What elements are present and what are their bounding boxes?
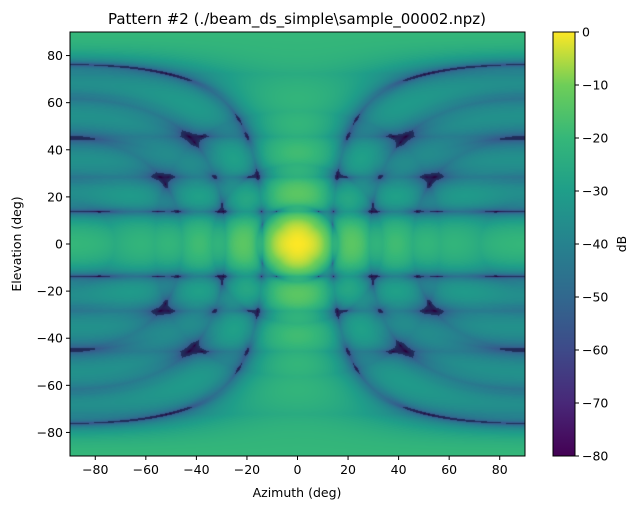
- colorbar-tick-label: −40: [582, 237, 608, 252]
- colorbar-tick-label: −60: [582, 343, 608, 358]
- y-tick-label: 20: [47, 189, 63, 204]
- heatmap-image: [70, 32, 525, 456]
- y-axis-label: Elevation (deg): [9, 196, 24, 291]
- x-tick-label: −80: [82, 462, 108, 477]
- colorbar-tick-label: −50: [582, 290, 608, 305]
- chart-title: Pattern #2 (./beam_ds_simple\sample_0000…: [108, 10, 486, 29]
- colorbar-gradient: [552, 31, 576, 457]
- y-tick-label: −40: [37, 331, 63, 346]
- colorbar-tick-label: −70: [582, 396, 608, 411]
- x-tick-label: −20: [234, 462, 260, 477]
- x-axis-ticks: −80 −60 −40 −20 0 20 40 60 80: [82, 456, 508, 477]
- y-tick-label: 0: [55, 237, 63, 252]
- x-tick-label: 20: [340, 462, 356, 477]
- y-tick-label: −60: [37, 378, 63, 393]
- y-tick-label: −20: [37, 284, 63, 299]
- colorbar-ticks: 0 −10 −20 −30 −40 −50 −60 −70 −80: [575, 25, 608, 464]
- colorbar-tick-label: −30: [582, 184, 608, 199]
- x-axis-label: Azimuth (deg): [253, 485, 342, 500]
- x-tick-label: −40: [183, 462, 209, 477]
- colorbar-tick-label: −80: [582, 449, 608, 464]
- x-tick-label: 40: [391, 462, 407, 477]
- colorbar-tick-label: 0: [582, 25, 590, 40]
- y-tick-label: −80: [37, 425, 63, 440]
- y-tick-label: 80: [47, 48, 63, 63]
- x-tick-label: −60: [133, 462, 159, 477]
- colorbar-label: dB: [614, 236, 629, 253]
- y-tick-label: 60: [47, 95, 63, 110]
- y-tick-label: 40: [47, 142, 63, 157]
- x-tick-label: 60: [441, 462, 457, 477]
- colorbar-tick-label: −10: [582, 78, 608, 93]
- plot-area: [69, 31, 526, 457]
- x-tick-label: 0: [294, 462, 302, 477]
- colorbar: 0 −10 −20 −30 −40 −50 −60 −70 −80 dB: [552, 25, 629, 464]
- y-axis-ticks: −80 −60 −40 −20 0 20 40 60 80: [37, 48, 70, 440]
- x-tick-label: 80: [492, 462, 508, 477]
- colorbar-tick-label: −20: [582, 131, 608, 146]
